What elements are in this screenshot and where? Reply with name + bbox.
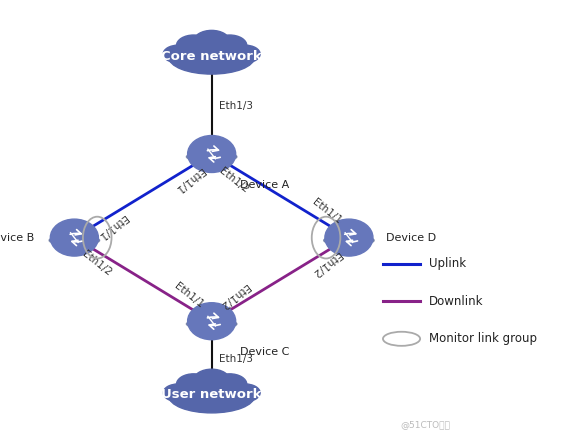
Ellipse shape <box>176 35 210 56</box>
Ellipse shape <box>186 152 237 162</box>
Text: Eth1/2: Eth1/2 <box>217 165 251 194</box>
Circle shape <box>50 219 98 256</box>
Text: Core network: Core network <box>161 50 262 62</box>
Ellipse shape <box>213 374 247 395</box>
Text: Eth1/1: Eth1/1 <box>96 213 129 241</box>
Ellipse shape <box>176 374 210 395</box>
Text: Device C: Device C <box>240 347 289 357</box>
Ellipse shape <box>230 45 260 63</box>
Text: Device D: Device D <box>386 233 436 242</box>
Text: @51CTO博客: @51CTO博客 <box>400 420 450 429</box>
Ellipse shape <box>186 319 237 329</box>
Text: Eth1/1: Eth1/1 <box>173 165 206 194</box>
Ellipse shape <box>213 35 247 56</box>
Text: Uplink: Uplink <box>429 257 466 271</box>
Text: Eth1/2: Eth1/2 <box>80 249 113 278</box>
Text: Eth1/3: Eth1/3 <box>219 354 252 363</box>
Text: Eth1/1: Eth1/1 <box>310 197 343 226</box>
Text: Eth1/3: Eth1/3 <box>219 101 252 110</box>
Ellipse shape <box>163 45 193 63</box>
Ellipse shape <box>230 384 260 402</box>
Text: Eth1/1: Eth1/1 <box>173 281 206 310</box>
Text: Device B: Device B <box>0 233 34 242</box>
Ellipse shape <box>49 235 100 246</box>
Text: Eth1/2: Eth1/2 <box>310 249 343 278</box>
Circle shape <box>188 303 236 340</box>
Text: Device A: Device A <box>240 180 289 190</box>
Text: User network: User network <box>161 389 262 401</box>
Ellipse shape <box>169 40 255 74</box>
Ellipse shape <box>193 30 230 52</box>
Ellipse shape <box>324 235 374 246</box>
Circle shape <box>325 219 373 256</box>
Ellipse shape <box>163 384 193 402</box>
Text: Eth1/2: Eth1/2 <box>217 281 251 310</box>
Ellipse shape <box>169 379 255 413</box>
Text: Monitor link group: Monitor link group <box>429 332 537 345</box>
Ellipse shape <box>193 369 230 391</box>
Circle shape <box>188 136 236 172</box>
Text: Downlink: Downlink <box>429 295 483 308</box>
